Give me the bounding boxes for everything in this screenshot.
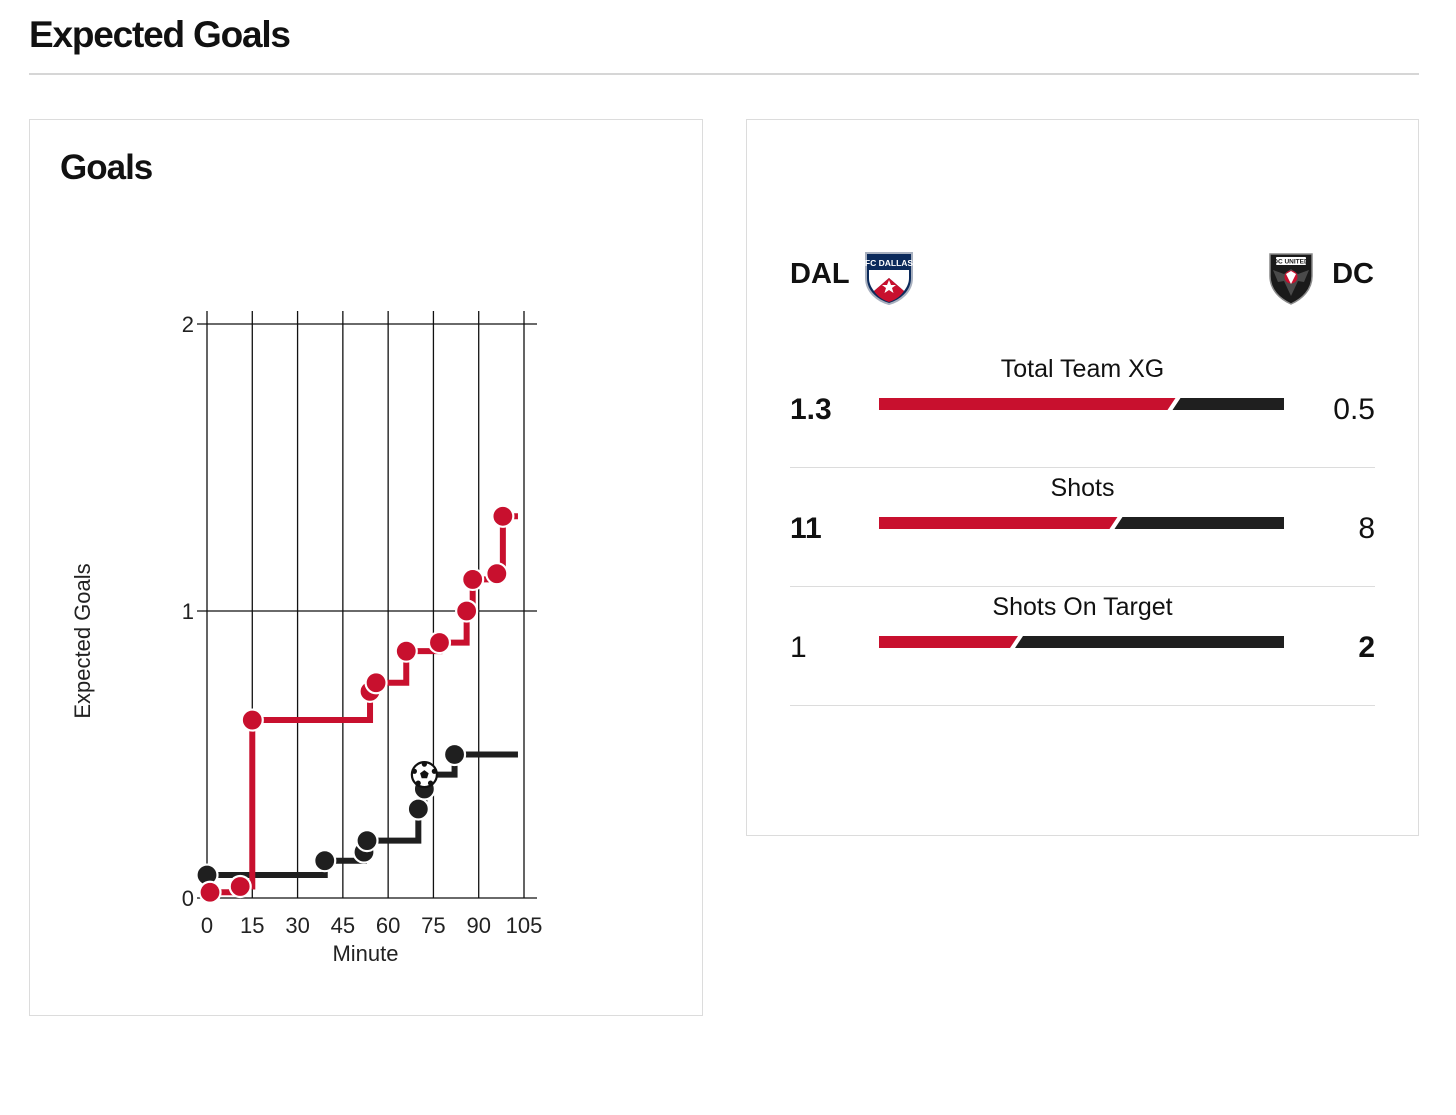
- goals-chart-card: Goals 0 15 30 45 60 75 90 105 0 1 2 Minute Expected …: [29, 119, 703, 1016]
- stat-comparison-bar: [879, 517, 1284, 529]
- home-shot-point: [485, 562, 509, 586]
- away-stat-value: 0.5: [1333, 393, 1375, 426]
- x-tick-label: 30: [285, 913, 309, 938]
- home-stat-value: 1.3: [790, 393, 832, 426]
- away-shot-point: [442, 742, 467, 767]
- stat-label: Shots: [1050, 474, 1115, 502]
- page-title: Expected Goals: [29, 14, 291, 55]
- stat-label: Shots On Target: [992, 593, 1173, 621]
- stat-divider: [790, 586, 1375, 587]
- x-tick-label: 15: [240, 913, 264, 938]
- goal-ball-icon: [410, 760, 438, 789]
- away-shot-point: [355, 828, 379, 853]
- goal-ball-patch: [421, 761, 427, 767]
- xg-timeline-chart: 0 15 30 45 60 75 90 105 0 1 2 Minute Expected Goals: [70, 311, 543, 966]
- stat-label: Total Team XG: [1000, 355, 1165, 383]
- x-axis-label: Minute: [332, 941, 398, 966]
- dc-united-crest-icon: DC UNITED: [1269, 253, 1313, 305]
- goal-ball-patch: [420, 770, 429, 779]
- x-tick-label: 0: [201, 913, 213, 938]
- stat-comparison-bar: [879, 636, 1284, 648]
- x-tick-label: 45: [331, 913, 355, 938]
- home-bar-segment: [879, 636, 1018, 648]
- y-tick-label: 2: [182, 312, 194, 337]
- y-axis-label: Expected Goals: [70, 563, 95, 718]
- goal-ball-patch: [415, 780, 421, 786]
- team-stats-card: DAL FC DALLAS DC UNITED DC Total Team XG…: [746, 119, 1419, 836]
- goal-ball-patch: [431, 768, 437, 774]
- chart-title: Goals: [60, 148, 153, 187]
- stat-divider: [790, 705, 1375, 706]
- home-shot-point: [228, 874, 252, 899]
- svg-text:FC DALLAS: FC DALLAS: [865, 258, 913, 268]
- home-stat-value: 11: [790, 512, 822, 545]
- y-tick-label: 0: [182, 886, 194, 911]
- x-tick-label: 105: [506, 913, 543, 938]
- home-shot-point: [364, 671, 388, 695]
- home-shot-point: [455, 599, 479, 623]
- y-tick-label: 1: [182, 599, 194, 624]
- away-bar-segment: [1114, 517, 1284, 529]
- away-xg-step-line: [207, 751, 518, 879]
- goal-ball-patch: [411, 768, 417, 774]
- home-shot-point: [240, 708, 264, 732]
- svg-text:DC UNITED: DC UNITED: [1273, 259, 1309, 266]
- home-bar-segment: [879, 398, 1176, 410]
- x-tick-label: 60: [376, 913, 400, 938]
- stat-row-total-xg: Total Team XG 1.3 0.5: [790, 349, 1375, 468]
- home-stat-value: 1: [790, 631, 807, 664]
- away-stat-value: 2: [1358, 631, 1375, 664]
- stat-row-shots-on-target: Shots On Target 1 2: [790, 587, 1375, 706]
- away-team-abbr: DC: [1332, 258, 1374, 290]
- away-shot-point: [406, 797, 430, 821]
- fc-dallas-crest-icon: FC DALLAS: [865, 252, 913, 306]
- home-shot-point: [394, 639, 418, 663]
- goal-ball-patch: [427, 780, 434, 786]
- away-bar-segment: [1172, 398, 1284, 410]
- home-shot-point: [461, 567, 485, 592]
- away-shot-point: [313, 849, 337, 873]
- title-divider: [29, 73, 1419, 75]
- x-tick-label: 90: [466, 913, 490, 938]
- away-stat-value: 8: [1358, 512, 1375, 545]
- home-bar-segment: [879, 517, 1118, 529]
- home-shot-point: [198, 880, 222, 904]
- away-bar-segment: [1015, 636, 1284, 648]
- home-shot-point: [427, 630, 452, 655]
- home-shot-point: [491, 504, 515, 528]
- stat-row-shots: Shots 11 8: [790, 468, 1375, 587]
- stat-comparison-bar: [879, 398, 1284, 410]
- home-team-abbr: DAL: [790, 258, 850, 290]
- x-tick-label: 75: [421, 913, 445, 938]
- stat-divider: [790, 467, 1375, 468]
